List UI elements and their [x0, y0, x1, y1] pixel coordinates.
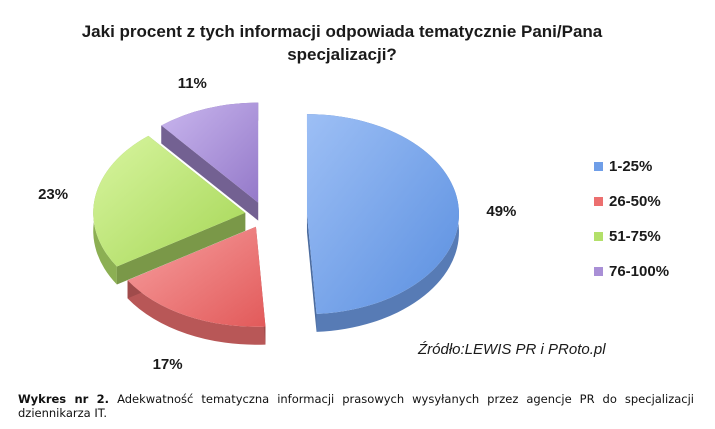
pie-slice-26-50	[127, 226, 266, 345]
source-label: Źródło:LEWIS PR i PRoto.pl	[417, 341, 606, 358]
pie-slice-51-75	[93, 135, 246, 285]
legend: 1-25% 26-50% 51-75% 76-100%	[594, 158, 669, 280]
chart-title-line-1: Jaki procent z tych informacji odpowiada…	[82, 22, 603, 41]
legend-swatch-26-50	[594, 197, 603, 206]
legend-label-26-50: 26-50%	[609, 193, 661, 210]
data-label-76-100: 11%	[178, 75, 207, 92]
pie-slices	[93, 102, 459, 345]
pie-slice-76-100	[161, 102, 259, 221]
legend-label-76-100: 76-100%	[609, 263, 669, 280]
legend-swatch-76-100	[594, 267, 603, 276]
chart-title-line-2: specjalizacji?	[287, 45, 397, 64]
pie-chart: Jaki procent z tych informacji odpowiada…	[38, 22, 669, 373]
legend-swatch-51-75	[594, 232, 603, 241]
data-label-1-25: 49%	[486, 203, 516, 220]
pie-value-labels: 49% 17% 23% 11%	[38, 75, 516, 373]
data-label-26-50: 17%	[153, 356, 183, 373]
caption-text: Adekwatność tematyczna informacji prasow…	[18, 392, 694, 420]
figure-caption: Wykres nr 2. Adekwatność tematyczna info…	[18, 392, 694, 420]
legend-label-1-25: 1-25%	[609, 158, 652, 175]
pie-slice-1-25	[306, 114, 459, 332]
legend-label-51-75: 51-75%	[609, 228, 661, 245]
data-label-51-75: 23%	[38, 186, 68, 203]
legend-swatch-1-25	[594, 162, 603, 171]
caption-label: Wykres nr 2.	[18, 392, 110, 406]
